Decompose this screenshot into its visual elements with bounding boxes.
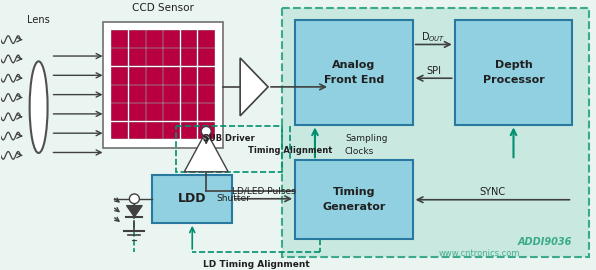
Bar (129, 122, 144, 139)
Bar (111, 103, 127, 120)
Bar (163, 30, 179, 47)
Bar (163, 122, 179, 139)
Bar (146, 30, 162, 47)
Text: Lens: Lens (27, 15, 50, 25)
Bar (176, 126, 282, 172)
Text: SYNC: SYNC (480, 187, 505, 197)
Text: SUB Driver: SUB Driver (203, 133, 255, 143)
Text: Processor: Processor (483, 75, 544, 85)
Polygon shape (240, 58, 268, 116)
Bar (104, 22, 223, 148)
Bar (111, 48, 127, 65)
Bar (198, 103, 214, 120)
Bar (146, 48, 162, 65)
Bar (111, 122, 127, 139)
Text: LD Timing Alignment: LD Timing Alignment (203, 259, 309, 269)
Bar (153, 175, 232, 223)
Circle shape (129, 194, 139, 204)
Bar (455, 20, 572, 124)
Bar (163, 67, 179, 83)
Polygon shape (184, 131, 228, 172)
Text: SPI: SPI (426, 66, 441, 76)
Bar (163, 85, 179, 102)
Text: Timing Alignment: Timing Alignment (248, 146, 332, 155)
Text: Analog: Analog (332, 60, 375, 70)
Text: D$_{OUT}$: D$_{OUT}$ (421, 30, 446, 44)
Bar (181, 30, 197, 47)
Bar (111, 67, 127, 83)
Bar (181, 122, 197, 139)
Bar (163, 103, 179, 120)
Bar (111, 85, 127, 102)
Bar (295, 160, 413, 239)
Bar (146, 103, 162, 120)
Bar (129, 48, 144, 65)
Text: Shutter: Shutter (216, 194, 250, 203)
Bar (198, 85, 214, 102)
Bar (163, 48, 179, 65)
Ellipse shape (30, 61, 48, 153)
Bar (198, 67, 214, 83)
Text: LDD: LDD (178, 192, 206, 205)
Text: Sampling: Sampling (345, 134, 387, 143)
Bar (181, 67, 197, 83)
Bar (146, 67, 162, 83)
Bar (198, 30, 214, 47)
Text: CCD Sensor: CCD Sensor (132, 3, 194, 13)
Bar (198, 48, 214, 65)
Text: ADDI9036: ADDI9036 (517, 237, 572, 247)
Bar (129, 103, 144, 120)
Bar (129, 85, 144, 102)
Polygon shape (126, 205, 142, 217)
Bar (129, 30, 144, 47)
Text: www.cntronics.com: www.cntronics.com (439, 249, 520, 258)
Bar (146, 85, 162, 102)
Text: Timing: Timing (333, 187, 375, 197)
Bar (295, 20, 413, 124)
Text: Clocks: Clocks (345, 147, 374, 157)
Bar (181, 85, 197, 102)
Text: Generator: Generator (322, 202, 386, 212)
Bar (129, 67, 144, 83)
Bar (198, 122, 214, 139)
Text: Front End: Front End (324, 75, 384, 85)
Bar (111, 30, 127, 47)
Bar (146, 122, 162, 139)
Bar (181, 103, 197, 120)
Circle shape (201, 126, 211, 136)
Text: Depth: Depth (495, 60, 532, 70)
Bar (181, 48, 197, 65)
Bar (282, 8, 589, 256)
Text: LD/LED Pulses: LD/LED Pulses (232, 187, 296, 195)
